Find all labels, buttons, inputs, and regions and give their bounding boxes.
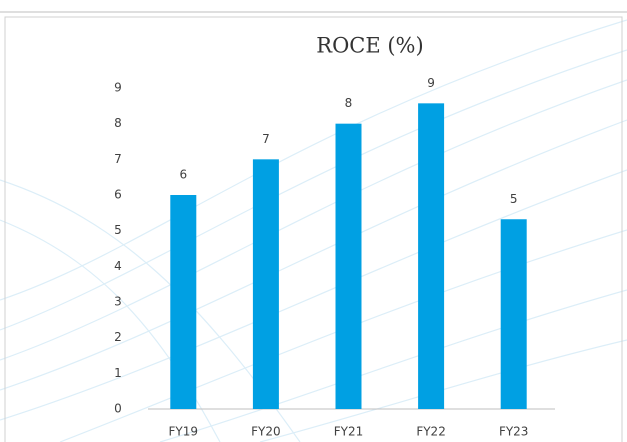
x-tick-label: FY19 [169, 425, 199, 439]
bar [418, 103, 445, 409]
y-tick-label: 1 [114, 366, 122, 380]
bar [335, 123, 362, 410]
y-tick-label: 2 [114, 330, 122, 344]
y-tick-label: 9 [114, 81, 122, 95]
x-tick-label: FY22 [416, 425, 446, 439]
data-label: 5 [510, 192, 518, 206]
x-tick-label: FY20 [251, 425, 281, 439]
y-tick-label: 6 [114, 188, 122, 202]
y-tick-label: 5 [114, 223, 122, 237]
bar [500, 219, 527, 409]
y-tick-label: 8 [114, 116, 122, 130]
x-tick-label: FY23 [499, 425, 529, 439]
bar [170, 195, 197, 409]
bar [252, 159, 279, 409]
y-tick-label: 0 [114, 402, 122, 416]
chart-frame [4, 16, 623, 442]
data-label: 7 [262, 132, 270, 146]
y-tick-label: 7 [114, 152, 122, 166]
background-decoration [0, 19, 627, 442]
x-tick-label: FY21 [334, 425, 364, 439]
y-tick-label: 3 [114, 295, 122, 309]
data-label: 8 [345, 96, 353, 110]
chart-title: ROCE (%) [316, 34, 423, 58]
data-label: 9 [427, 76, 435, 90]
y-tick-label: 4 [114, 259, 122, 273]
data-label: 6 [179, 168, 187, 182]
